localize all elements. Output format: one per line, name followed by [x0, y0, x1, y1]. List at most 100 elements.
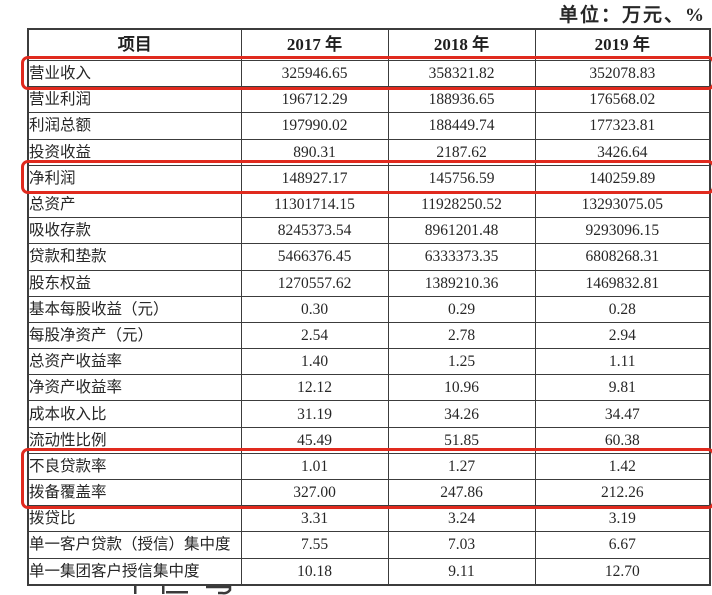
value-cell: 197990.02 — [240, 112, 389, 140]
financial-table: 项目 2017 年 2018 年 2019 年 营业收入 325946.65 358… — [27, 28, 711, 586]
value-cell: 6808268.31 — [534, 243, 711, 271]
row-label-cell: 每股净资产（元） — [27, 321, 242, 350]
value-cell: 352078.83 — [534, 59, 711, 88]
row-label-cell: 拨贷比 — [27, 505, 242, 533]
clipped-text-fragment — [134, 585, 232, 595]
value-cell: 177323.81 — [534, 112, 711, 140]
column-header-2019: 2019 年 — [534, 28, 711, 61]
table-row: 成本收入比 31.19 34.26 34.47 — [27, 400, 711, 428]
value-cell: 1.01 — [240, 452, 389, 481]
value-cell: 327.00 — [240, 478, 389, 507]
value-cell: 2.54 — [240, 321, 389, 350]
value-cell: 1.42 — [534, 452, 711, 481]
table-row: 投资收益 890.31 2187.62 3426.64 — [27, 138, 711, 166]
table-row: 流动性比例 45.49 51.85 60.38 — [27, 426, 711, 454]
value-cell: 31.19 — [240, 400, 389, 428]
value-cell: 2187.62 — [387, 138, 536, 166]
value-cell: 51.85 — [387, 426, 536, 454]
row-label-cell: 成本收入比 — [27, 400, 242, 428]
value-cell: 9.81 — [534, 374, 711, 402]
value-cell: 7.55 — [240, 531, 389, 559]
table-row: 利润总额 197990.02 188449.74 177323.81 — [27, 112, 711, 140]
row-label-cell: 投资收益 — [27, 138, 242, 166]
table-row: 净资产收益率 12.12 10.96 9.81 — [27, 374, 711, 402]
value-cell: 6.67 — [534, 531, 711, 559]
value-cell: 0.30 — [240, 295, 389, 323]
table-row: 总资产收益率 1.40 1.25 1.11 — [27, 348, 711, 376]
row-label-cell: 净资产收益率 — [27, 374, 242, 402]
unit-label: 单位：万元、% — [558, 5, 706, 26]
table-row: 贷款和垫款 5466376.45 6333373.35 6808268.31 — [27, 243, 711, 271]
row-label-cell: 总资产收益率 — [27, 348, 242, 376]
value-cell: 13293075.05 — [534, 190, 711, 219]
row-label-cell: 基本每股收益（元） — [27, 295, 242, 323]
row-label-cell: 贷款和垫款 — [27, 243, 242, 271]
row-label-cell: 流动性比例 — [27, 426, 242, 454]
table-row: 单一客户贷款（授信）集中度 7.55 7.03 6.67 — [27, 531, 711, 559]
value-cell: 2.94 — [534, 321, 711, 350]
table-row: 营业收入 325946.65 358321.82 352078.83 — [27, 59, 711, 88]
row-label-cell: 单一集团客户授信集中度 — [27, 557, 242, 586]
value-cell: 325946.65 — [240, 59, 389, 88]
value-cell: 0.28 — [534, 295, 711, 323]
value-cell: 3.24 — [387, 505, 536, 533]
value-cell: 5466376.45 — [240, 243, 389, 271]
value-cell: 9.11 — [387, 557, 536, 586]
value-cell: 1.25 — [387, 348, 536, 376]
table-row: 总资产 11301714.15 11928250.52 13293075.05 — [27, 190, 711, 219]
value-cell: 247.86 — [387, 478, 536, 507]
table-header-row: 项目 2017 年 2018 年 2019 年 — [27, 28, 711, 61]
value-cell: 10.18 — [240, 557, 389, 586]
row-label-cell: 净利润 — [27, 164, 242, 192]
value-cell: 1.40 — [240, 348, 389, 376]
table-row: 吸收存款 8245373.54 8961201.48 9293096.15 — [27, 217, 711, 245]
row-label-cell: 利润总额 — [27, 112, 242, 140]
row-label-cell: 拨备覆盖率 — [27, 478, 242, 507]
row-label-cell: 吸收存款 — [27, 217, 242, 245]
table-row: 每股净资产（元） 2.54 2.78 2.94 — [27, 321, 711, 350]
value-cell: 196712.29 — [240, 86, 389, 114]
value-cell: 1469832.81 — [534, 269, 711, 297]
table-body: 营业收入 325946.65 358321.82 352078.83 营业利润 19671… — [27, 59, 711, 586]
row-label-cell: 不良贷款率 — [27, 452, 242, 481]
row-label-cell: 股东权益 — [27, 269, 242, 297]
column-header-item: 项目 — [27, 28, 242, 61]
value-cell: 145756.59 — [387, 164, 536, 192]
table-row: 拨备覆盖率 327.00 247.86 212.26 — [27, 478, 711, 507]
value-cell: 0.29 — [387, 295, 536, 323]
value-cell: 3.19 — [534, 505, 711, 533]
value-cell: 12.12 — [240, 374, 389, 402]
value-cell: 8245373.54 — [240, 217, 389, 245]
value-cell: 3.31 — [240, 505, 389, 533]
value-cell: 11301714.15 — [240, 190, 389, 219]
value-cell: 1389210.36 — [387, 269, 536, 297]
row-label-cell: 总资产 — [27, 190, 242, 219]
value-cell: 148927.17 — [240, 164, 389, 192]
value-cell: 60.38 — [534, 426, 711, 454]
value-cell: 1.27 — [387, 452, 536, 481]
value-cell: 176568.02 — [534, 86, 711, 114]
value-cell: 9293096.15 — [534, 217, 711, 245]
value-cell: 2.78 — [387, 321, 536, 350]
value-cell: 34.26 — [387, 400, 536, 428]
value-cell: 45.49 — [240, 426, 389, 454]
table-row: 拨贷比 3.31 3.24 3.19 — [27, 505, 711, 533]
value-cell: 10.96 — [387, 374, 536, 402]
table-row: 基本每股收益（元） 0.30 0.29 0.28 — [27, 295, 711, 323]
table-row: 营业利润 196712.29 188936.65 176568.02 — [27, 86, 711, 114]
value-cell: 212.26 — [534, 478, 711, 507]
value-cell: 1270557.62 — [240, 269, 389, 297]
row-label-cell: 营业利润 — [27, 86, 242, 114]
value-cell: 8961201.48 — [387, 217, 536, 245]
table-row: 股东权益 1270557.62 1389210.36 1469832.81 — [27, 269, 711, 297]
value-cell: 12.70 — [534, 557, 711, 586]
value-cell: 358321.82 — [387, 59, 536, 88]
value-cell: 7.03 — [387, 531, 536, 559]
value-cell: 6333373.35 — [387, 243, 536, 271]
column-header-2018: 2018 年 — [387, 28, 536, 61]
table-row: 单一集团客户授信集中度 10.18 9.11 12.70 — [27, 557, 711, 586]
value-cell: 1.11 — [534, 348, 711, 376]
table-row: 不良贷款率 1.01 1.27 1.42 — [27, 452, 711, 481]
value-cell: 188936.65 — [387, 86, 536, 114]
